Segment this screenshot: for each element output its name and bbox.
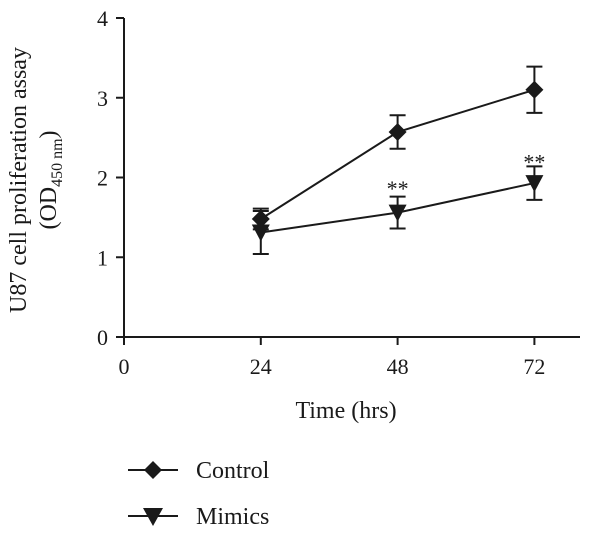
y-tick-label: 4 [97, 6, 108, 31]
legend-label-control: Control [196, 458, 270, 484]
legend-marker-mimics [143, 508, 163, 526]
data-point-mimics [251, 224, 270, 242]
significance-annotation: ** [523, 150, 545, 175]
y-axis-title-line2: (OD450 nm) [36, 130, 66, 229]
x-tick-label: 48 [387, 354, 409, 379]
data-point-mimics [525, 175, 544, 193]
axes: 0 1 2 3 4 0 24 48 72 [97, 6, 580, 379]
data-point-control [388, 123, 407, 142]
x-axis-title: Time (hrs) [295, 398, 396, 424]
legend: Control Mimics [128, 458, 270, 530]
legend-marker-control [144, 461, 162, 479]
y-tick-label: 2 [97, 166, 108, 191]
y-tick-label: 0 [97, 325, 108, 350]
legend-label-mimics: Mimics [196, 504, 269, 530]
y-tick-label: 1 [97, 245, 108, 270]
significance-annotation: ** [387, 176, 409, 201]
y-tick-label: 3 [97, 86, 108, 111]
x-tick-label: 0 [119, 354, 130, 379]
x-tick-label: 72 [523, 354, 545, 379]
data-point-control [525, 80, 544, 99]
chart-marks: ** ** [251, 65, 545, 256]
y-axis-title-line1: U87 cell proliferation assay [6, 47, 32, 313]
data-point-mimics [388, 204, 407, 222]
x-tick-label: 24 [250, 354, 272, 379]
